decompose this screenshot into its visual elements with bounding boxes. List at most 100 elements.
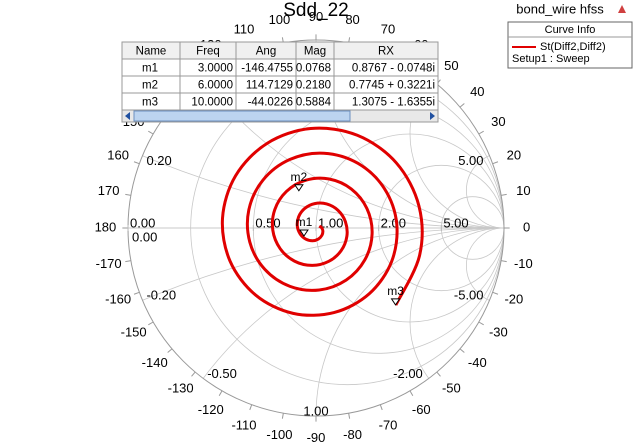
angle-tick-label: -120: [198, 402, 224, 417]
table-header: Mag: [304, 46, 326, 58]
angle-tick: [148, 321, 154, 326]
angle-tick-label: -100: [266, 427, 292, 442]
angle-tick-label: -150: [121, 325, 147, 340]
menu-icon[interactable]: [618, 5, 626, 13]
x-label: -5.00: [454, 288, 484, 303]
angle-tick-label: 10: [516, 183, 530, 198]
table-value: 0.8767 - 0.0748i: [352, 63, 435, 75]
angle-tick: [409, 390, 414, 396]
angle-tick: [492, 291, 499, 295]
angle-tick: [459, 348, 465, 353]
project-name: bond_wire hfss: [516, 1, 604, 16]
legend-setup: Setup1 : Sweep: [512, 53, 590, 65]
angle-tick-label: 70: [381, 22, 395, 37]
angle-tick-label: -130: [168, 381, 194, 396]
marker-label: m3: [387, 284, 404, 298]
angle-tick-label: 20: [507, 147, 521, 162]
angle-tick: [218, 390, 223, 396]
scrollbar-thumb[interactable]: [133, 110, 351, 122]
marker: [390, 298, 401, 306]
angle-tick-label: -30: [489, 325, 508, 340]
legend-entry: St(Diff2,Diff2): [540, 41, 606, 53]
angle-tick: [501, 193, 507, 196]
angle-tick: [379, 404, 383, 411]
angle-tick: [125, 260, 131, 263]
table-value: 0.5884: [296, 97, 332, 109]
angle-tick-label: 80: [345, 12, 359, 27]
angle-tick: [492, 161, 499, 165]
angle-tick-label: -140: [142, 355, 168, 370]
table-value: 1.3075 - 1.6355i: [352, 97, 435, 109]
marker: [293, 184, 304, 192]
angle-tick: [167, 348, 173, 353]
chart-title: Sdd_22: [283, 0, 349, 21]
marker-label: m1: [296, 215, 313, 229]
angle-tick: [133, 161, 140, 165]
table-value: m1: [142, 63, 158, 75]
angle-tick-label: -110: [231, 417, 256, 432]
x-grid-arc: [409, 40, 504, 229]
angle-tick-label: -70: [379, 417, 398, 432]
angle-tick-label: -10: [514, 256, 533, 271]
table-header: RX: [378, 46, 394, 58]
table-value: 3.0000: [198, 63, 233, 75]
scroll-left[interactable]: [125, 112, 130, 120]
x-label: 0.20: [146, 153, 171, 168]
table-header: Name: [136, 46, 167, 58]
table-header: Freq: [196, 46, 220, 58]
x-label: 5.00: [458, 153, 483, 168]
legend-box: [507, 21, 633, 69]
table-value: 0.2180: [296, 80, 331, 92]
x-label: 1.00: [303, 403, 328, 418]
r-label: 0.00: [130, 215, 155, 230]
table-header: Ang: [256, 46, 276, 58]
angle-tick-label: 180: [95, 219, 117, 234]
angle-tick: [281, 413, 284, 419]
angle-tick-label: 170: [98, 183, 120, 198]
angle-tick-label: -20: [504, 291, 523, 306]
angle-tick: [478, 130, 484, 135]
r-label: 0.50: [255, 215, 280, 230]
table-value: m3: [142, 97, 158, 109]
angle-tick: [191, 371, 196, 377]
angle-tick-label: 160: [107, 147, 129, 162]
table-value: 0.0768: [296, 63, 331, 75]
table-value: 114.7129: [246, 80, 293, 92]
table-value: -146.4755: [241, 63, 293, 75]
x-label: -0.50: [207, 366, 237, 381]
angle-tick-label: -60: [412, 402, 431, 417]
x-grid-arc: [409, 227, 504, 416]
angle-tick: [348, 413, 351, 419]
table-value: 0.7745 + 0.3221i: [349, 80, 435, 92]
table-value: -44.0226: [248, 97, 293, 109]
angle-tick: [436, 371, 441, 377]
marker-label: m2: [291, 170, 308, 184]
angle-tick-label: -160: [105, 291, 131, 306]
legend: Curve Info St(Diff2,Diff2) Setup1 : Swee…: [507, 21, 633, 69]
scroll-right[interactable]: [430, 112, 435, 120]
angle-tick-label: 0: [523, 219, 530, 234]
r-label: 1.00: [318, 215, 343, 230]
angle-tick-label: -50: [442, 381, 461, 396]
legend-title: Curve Info: [545, 24, 596, 36]
x-label: -0.20: [146, 288, 176, 303]
angle-tick: [125, 193, 131, 196]
x-label: 0.00: [132, 229, 157, 244]
r-label: 5.00: [443, 215, 468, 230]
angle-tick: [133, 291, 140, 295]
angle-tick: [459, 103, 465, 108]
r-label: 2.00: [381, 215, 406, 230]
angle-tick-label: 30: [491, 114, 505, 129]
angle-tick-label: -40: [468, 355, 487, 370]
angle-tick-label: 110: [234, 22, 255, 37]
table-value: m2: [142, 80, 158, 92]
angle-tick: [148, 130, 154, 135]
angle-tick-label: -80: [343, 427, 362, 442]
curve: [220, 126, 424, 317]
table-value: 6.0000: [198, 80, 233, 92]
angle-tick-label: 100: [269, 12, 291, 27]
angle-tick: [478, 321, 484, 326]
angle-tick: [501, 260, 507, 263]
